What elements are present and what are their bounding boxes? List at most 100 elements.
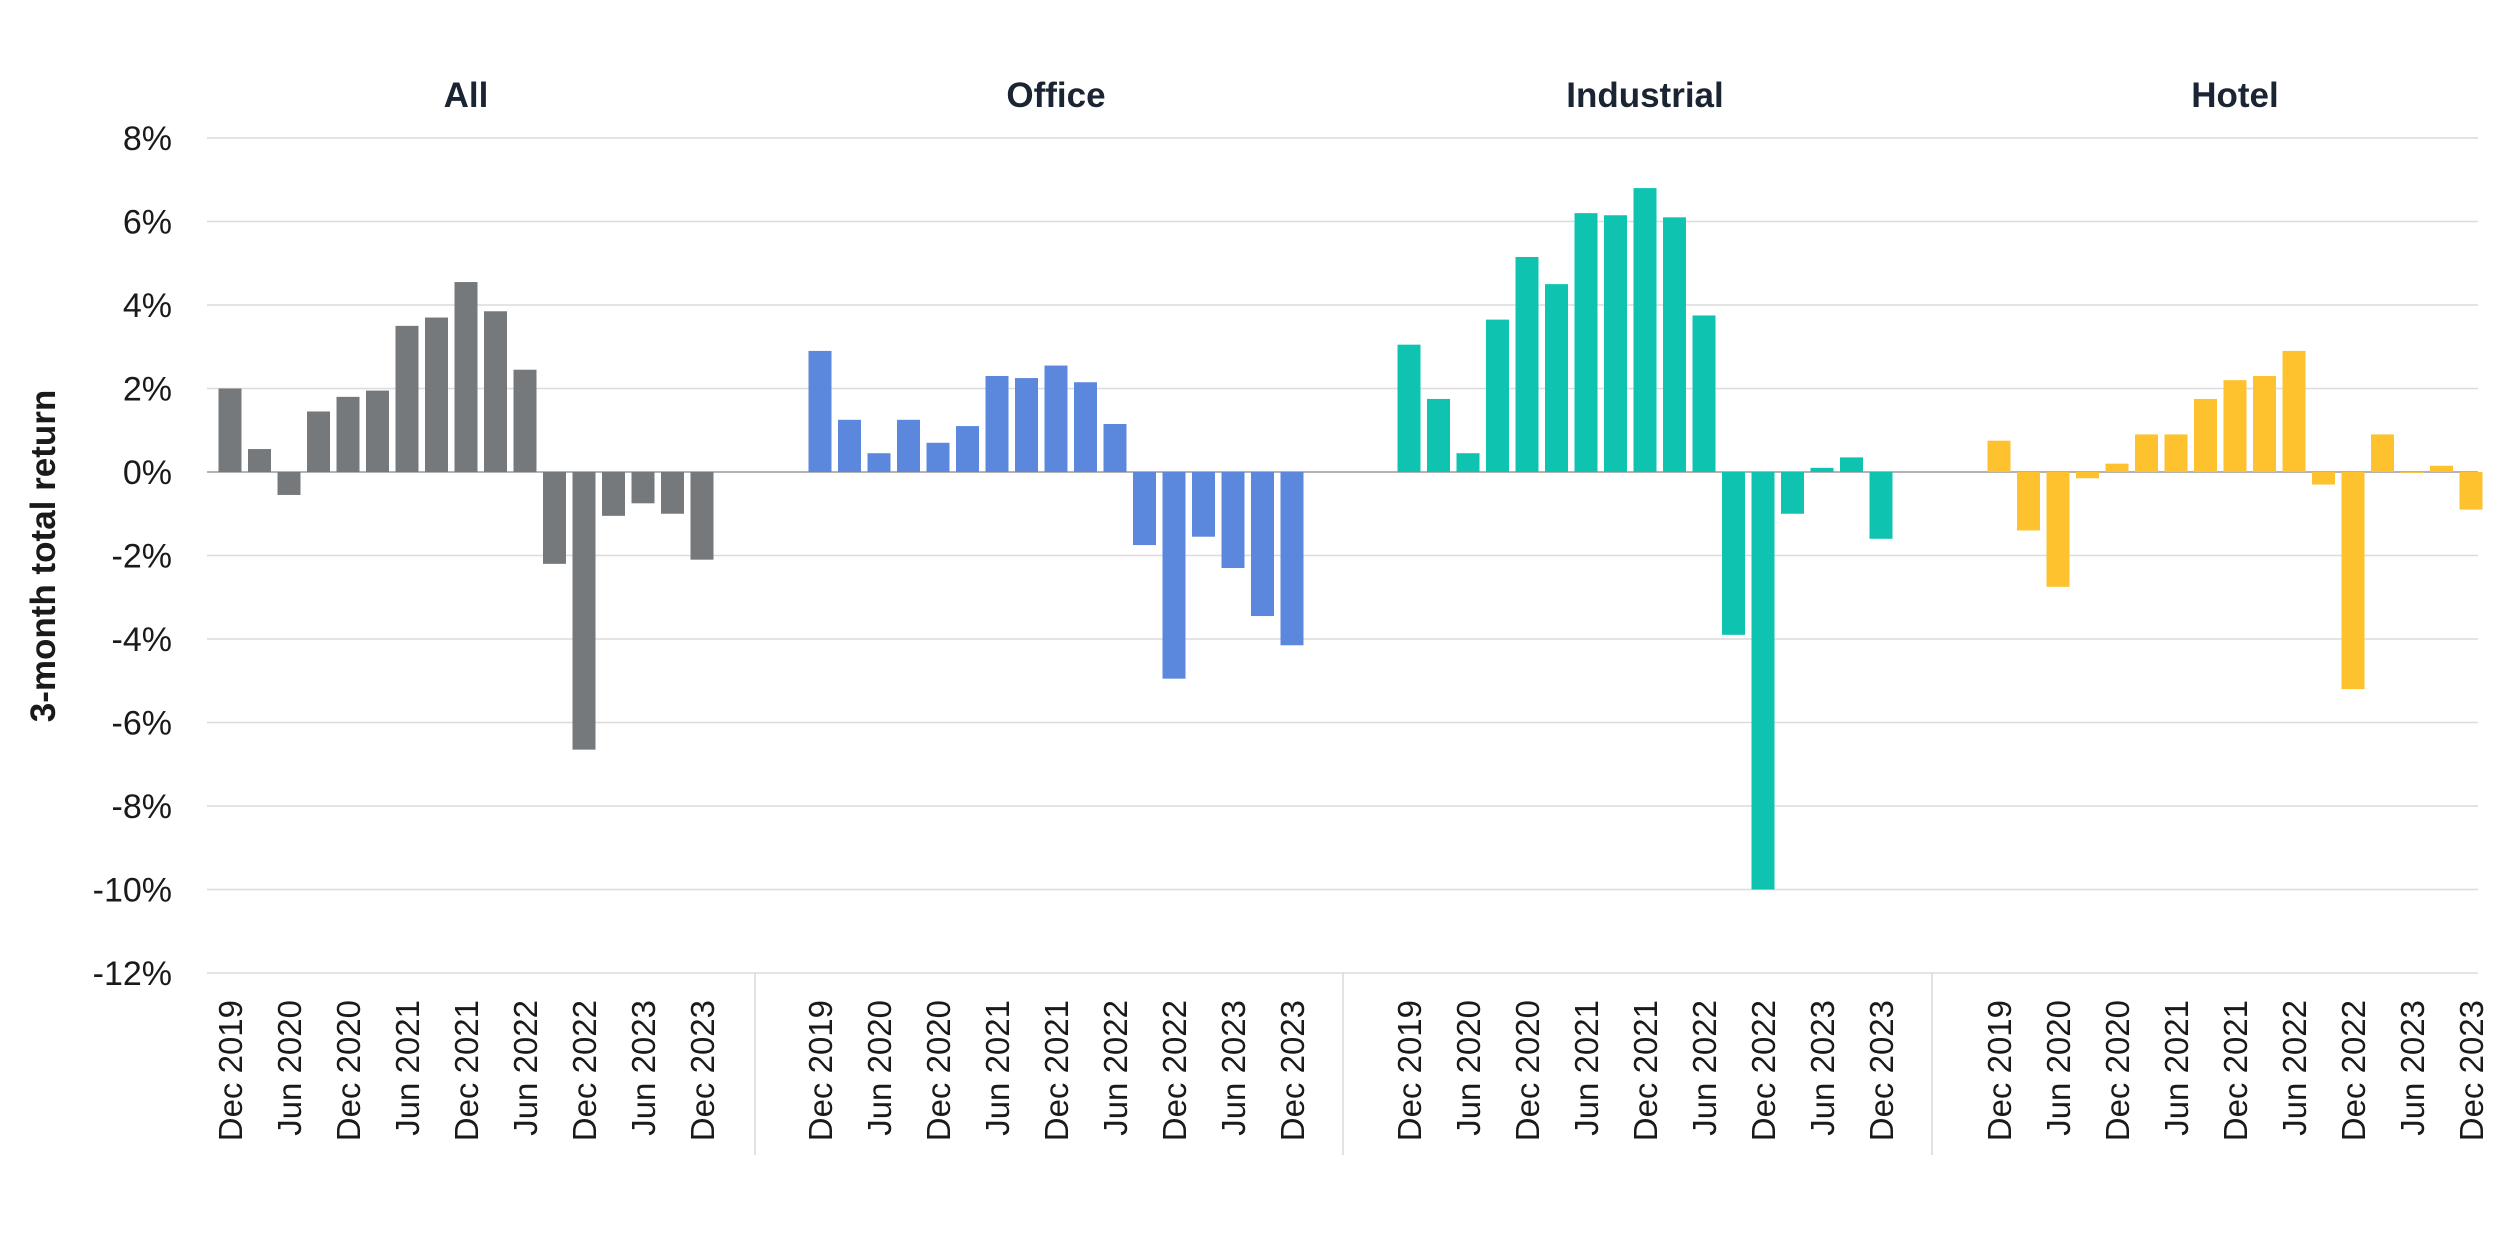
bar	[2282, 350, 2306, 472]
bar	[395, 325, 419, 472]
bar	[1663, 217, 1686, 472]
bar	[2164, 434, 2188, 472]
bar	[1692, 315, 1716, 472]
y-tick-label: 4%	[123, 287, 172, 325]
bar	[1044, 365, 1068, 472]
bar	[2017, 472, 2040, 531]
bar	[2223, 380, 2247, 472]
x-tick-label: Dec 2022	[566, 1000, 603, 1141]
bar	[2253, 375, 2276, 472]
bar	[2194, 398, 2217, 472]
x-tick-label: Dec 2021	[1038, 1000, 1075, 1141]
bar	[1251, 472, 1274, 617]
x-tick-label: Jun 2023	[625, 1000, 662, 1136]
bar	[277, 472, 301, 495]
panel-title: Industrial	[1566, 76, 1724, 115]
bar	[425, 317, 448, 472]
bar	[2341, 472, 2365, 690]
bar	[1015, 378, 1038, 472]
bar	[1781, 472, 1804, 514]
x-tick-label: Dec 2019	[1981, 1000, 2018, 1141]
x-tick-label: Dec 2021	[1627, 1000, 1664, 1141]
x-tick-label: Dec 2020	[1509, 1000, 1546, 1141]
bar	[1280, 472, 1304, 646]
bar	[248, 449, 271, 472]
bar	[897, 419, 920, 472]
bar	[2312, 472, 2335, 485]
bar	[2459, 472, 2483, 510]
y-tick-label: -4%	[112, 621, 172, 659]
y-tick-label: 8%	[123, 120, 172, 158]
bar	[1427, 398, 1450, 472]
bars-layer	[218, 188, 2483, 890]
x-tick-label: Jun 2020	[271, 1000, 308, 1136]
bar	[336, 396, 360, 472]
x-tick-label: Dec 2022	[1156, 1000, 1193, 1141]
y-tick-label: 6%	[123, 204, 172, 242]
bar	[307, 411, 330, 472]
bar	[2400, 472, 2424, 473]
bar	[1840, 457, 1863, 472]
x-tick-label: Jun 2020	[1450, 1000, 1487, 1136]
grid-layer	[207, 137, 2478, 1155]
bar	[1604, 215, 1627, 473]
y-axis-label: 3-month total return	[24, 390, 63, 722]
y-tick-label: -6%	[112, 705, 172, 743]
y-tick-label: -8%	[112, 788, 172, 826]
y-tick-label: 0%	[123, 454, 172, 492]
bar	[1810, 467, 1834, 472]
bar	[1456, 453, 1480, 472]
bar	[631, 472, 655, 504]
bar	[956, 426, 979, 472]
x-tick-label: Dec 2019	[802, 1000, 839, 1141]
bar	[808, 350, 832, 472]
bar	[1869, 472, 1893, 539]
bar	[690, 472, 714, 560]
x-tick-label: Dec 2020	[330, 1000, 367, 1141]
y-tick-label: 2%	[123, 371, 172, 409]
y-tick-label: -10%	[93, 872, 172, 910]
bar	[1192, 472, 1215, 537]
x-tick-label: Dec 2020	[920, 1000, 957, 1141]
x-tick-label: Jun 2020	[2040, 1000, 2077, 1136]
y-tick-label: -2%	[112, 538, 172, 576]
bar	[484, 311, 507, 472]
x-tick-label: Jun 2021	[979, 1000, 1016, 1136]
panel-title: Office	[1006, 76, 1105, 115]
x-tick-label: Jun 2022	[2276, 1000, 2313, 1136]
bar	[1574, 213, 1598, 472]
text-layer: 8% 6% 4% 2% 0% -2% -4% -6% -8% -10% -12% 3-month to…	[24, 76, 2490, 1141]
x-tick-label: Jun 2021	[2158, 1000, 2195, 1136]
bar	[661, 472, 684, 514]
bar	[1162, 472, 1186, 679]
bar	[513, 369, 537, 472]
bar	[2046, 472, 2070, 587]
x-tick-label: Dec 2019	[212, 1000, 249, 1141]
x-tick-label: Dec 2023	[1863, 1000, 1900, 1141]
bar	[2076, 472, 2099, 479]
bar	[1633, 188, 1657, 472]
bar	[1133, 472, 1156, 546]
x-tick-label: Jun 2022	[1097, 1000, 1134, 1136]
x-tick-label: Dec 2023	[1274, 1000, 1311, 1141]
x-tick-label: Jun 2021	[1568, 1000, 1605, 1136]
x-tick-label: Jun 2021	[389, 1000, 426, 1136]
bar	[1987, 440, 2011, 472]
x-tick-label: Jun 2023	[2394, 1000, 2431, 1136]
bar	[454, 282, 478, 472]
panel-title: All	[444, 76, 489, 115]
bar	[1486, 319, 1509, 472]
x-tick-label: Jun 2023	[1215, 1000, 1252, 1136]
y-tick-label: -12%	[93, 955, 172, 993]
x-tick-label: Jun 2022	[1686, 1000, 1723, 1136]
bar	[2105, 463, 2129, 472]
bar	[1515, 256, 1539, 472]
bar	[543, 472, 566, 564]
x-tick-label: Dec 2019	[1391, 1000, 1428, 1141]
bar	[838, 419, 861, 472]
x-tick-label: Dec 2022	[1745, 1000, 1782, 1141]
bar	[1103, 423, 1127, 472]
bar	[1545, 284, 1568, 472]
